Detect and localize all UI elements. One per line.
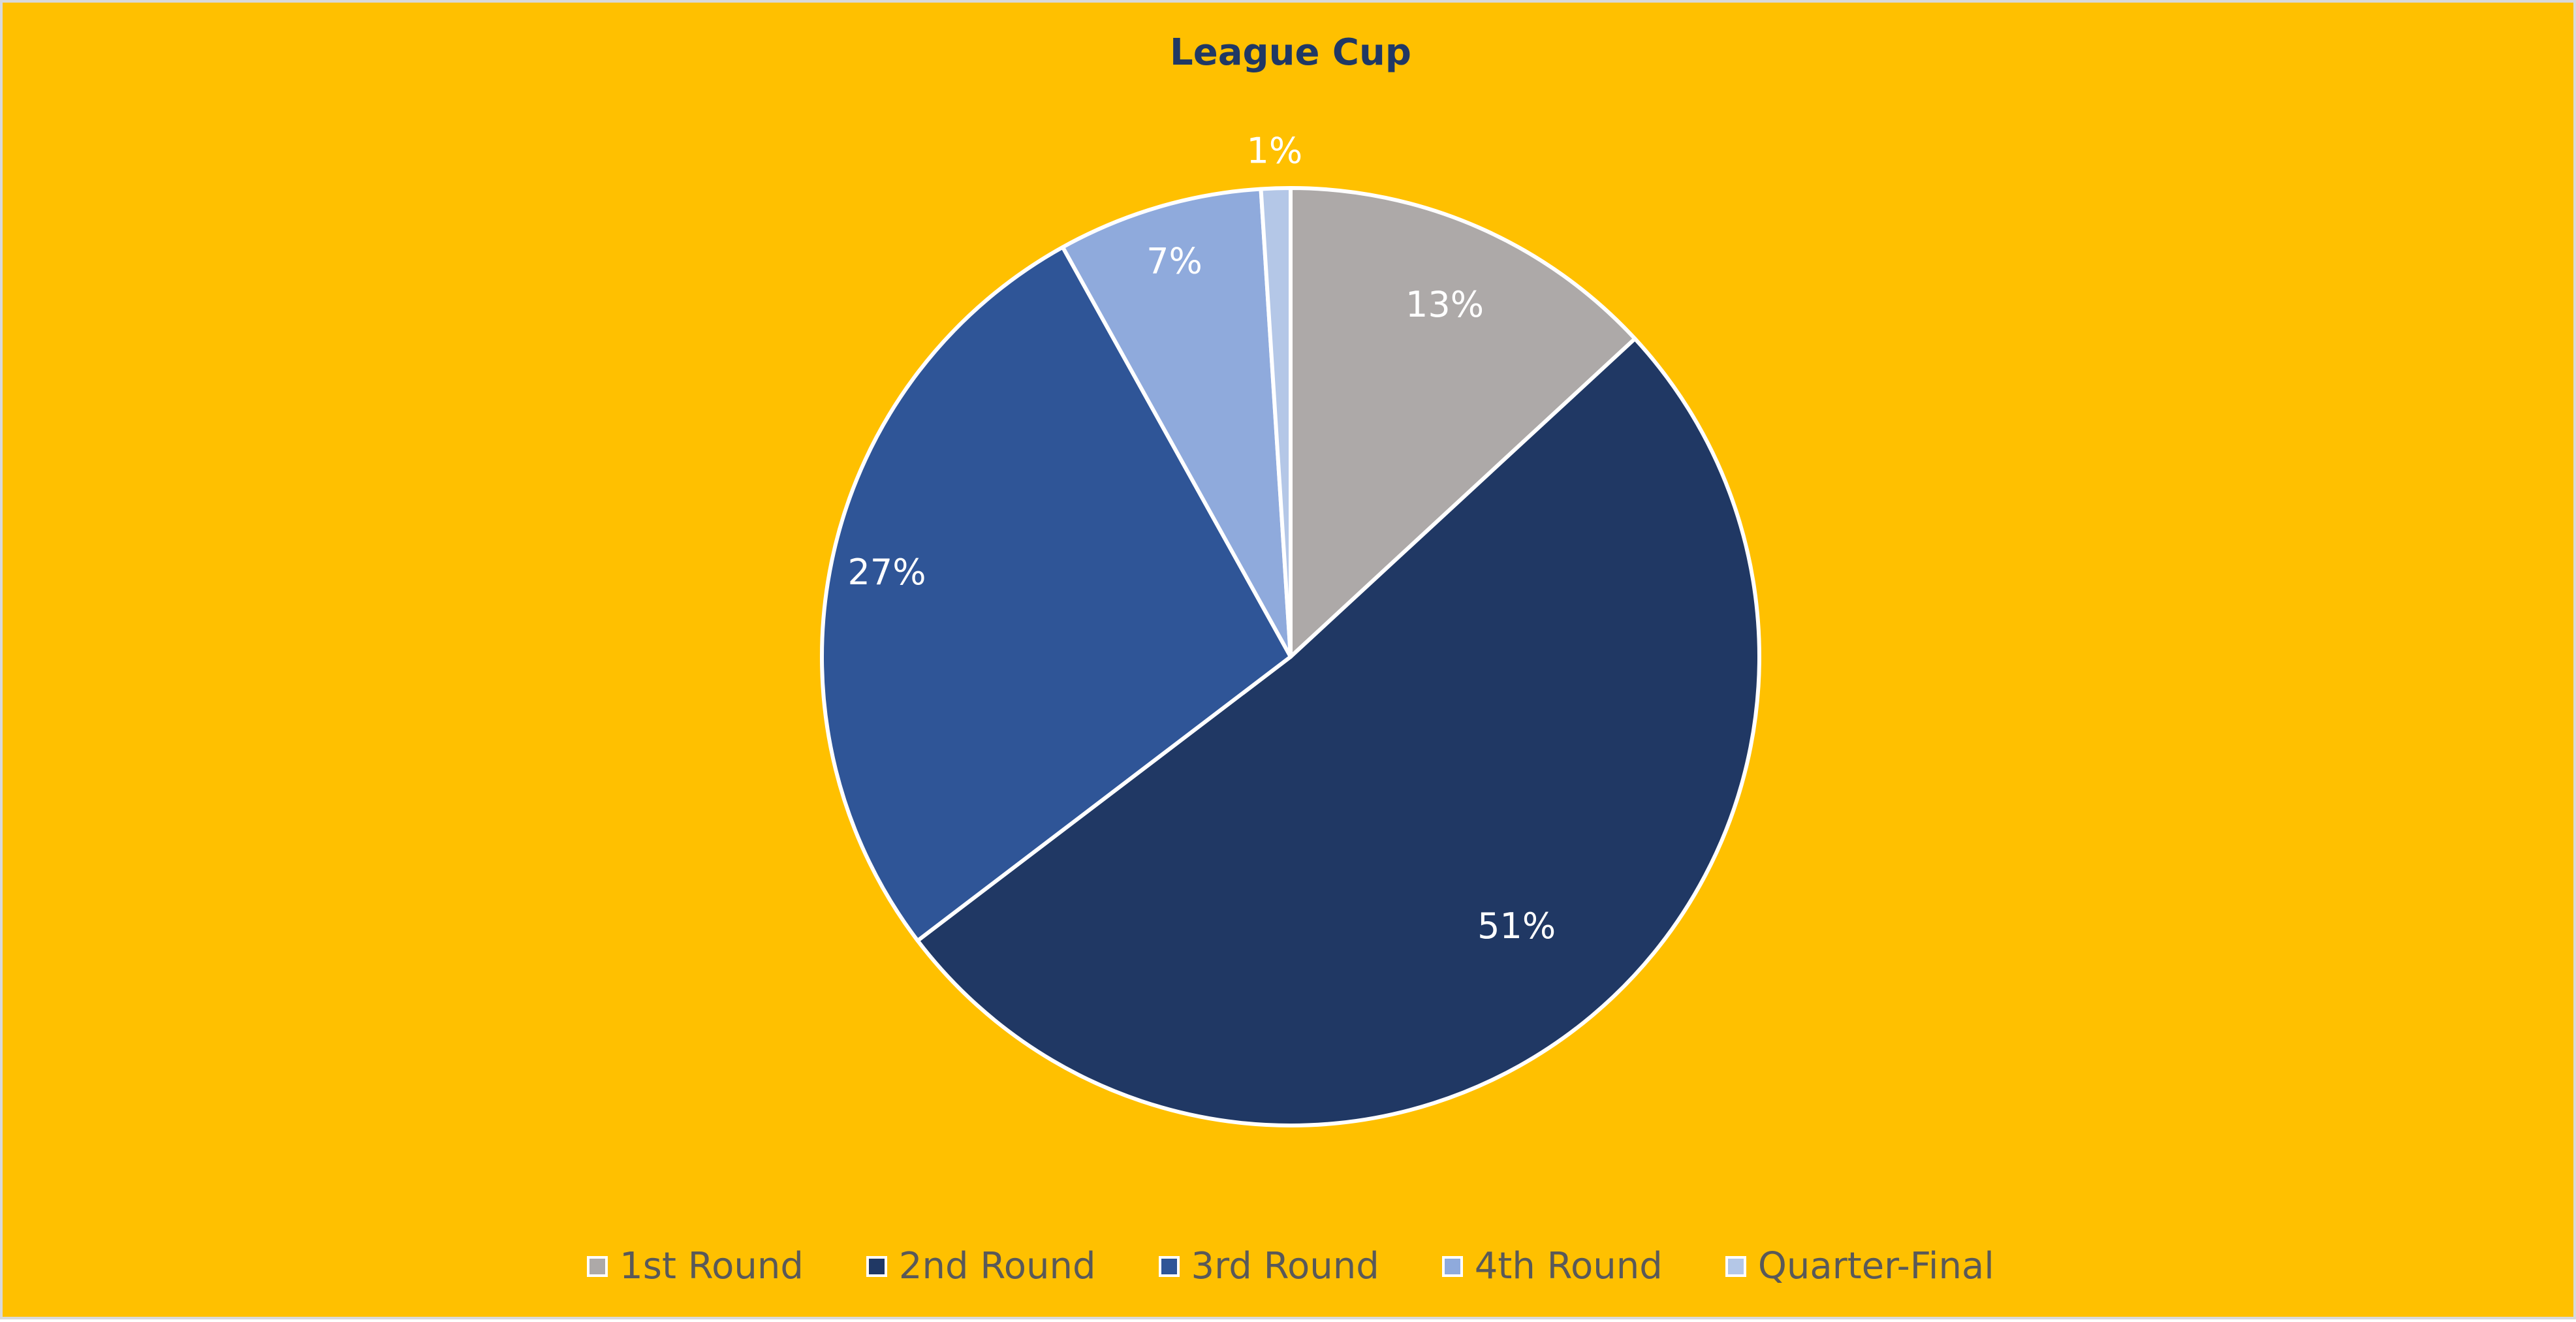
pie-slice-quarter-final	[1259, 186, 1293, 659]
data-label-quarter-final: 1%	[1247, 130, 1303, 171]
legend-label: 2nd Round	[898, 1245, 1096, 1287]
data-label-2nd-round: 51%	[1477, 905, 1556, 947]
legend-item-2nd-round: 2nd Round	[866, 1244, 1096, 1289]
legend-label: 3rd Round	[1191, 1245, 1379, 1287]
pie-slice-3rd-round	[820, 245, 1293, 943]
data-label-3rd-round: 27%	[848, 552, 926, 593]
legend-swatch	[1725, 1256, 1746, 1277]
data-label-4th-round: 7%	[1146, 240, 1202, 281]
pie-slice-1st-round	[1289, 186, 1637, 659]
legend-item-4th-round: 4th Round	[1441, 1244, 1663, 1289]
legend-label: 1st Round	[620, 1245, 804, 1287]
legend-swatch	[1158, 1256, 1180, 1277]
chart-legend: 1st Round 2nd Round 3rd Round 4th Round Quar…	[3, 1240, 2576, 1293]
legend-swatch	[866, 1256, 887, 1277]
chart-title: League Cup	[1170, 31, 1411, 74]
data-label-1st-round: 13%	[1406, 284, 1484, 325]
legend-item-1st-round: 1st Round	[587, 1244, 804, 1289]
legend-label: 4th Round	[1474, 1245, 1663, 1287]
legend-swatch	[587, 1256, 608, 1277]
legend-label: Quarter-Final	[1757, 1245, 1994, 1287]
pie-chart: 13% 51% 27% 7% 1%	[820, 130, 1761, 1127]
pie-slice-4th-round	[1060, 187, 1293, 659]
legend-item-quarter-final: Quarter-Final	[1725, 1244, 1994, 1289]
legend-item-3rd-round: 3rd Round	[1158, 1244, 1379, 1289]
legend-swatch	[1441, 1256, 1463, 1277]
pie-slice-2nd-round	[915, 336, 1761, 1127]
